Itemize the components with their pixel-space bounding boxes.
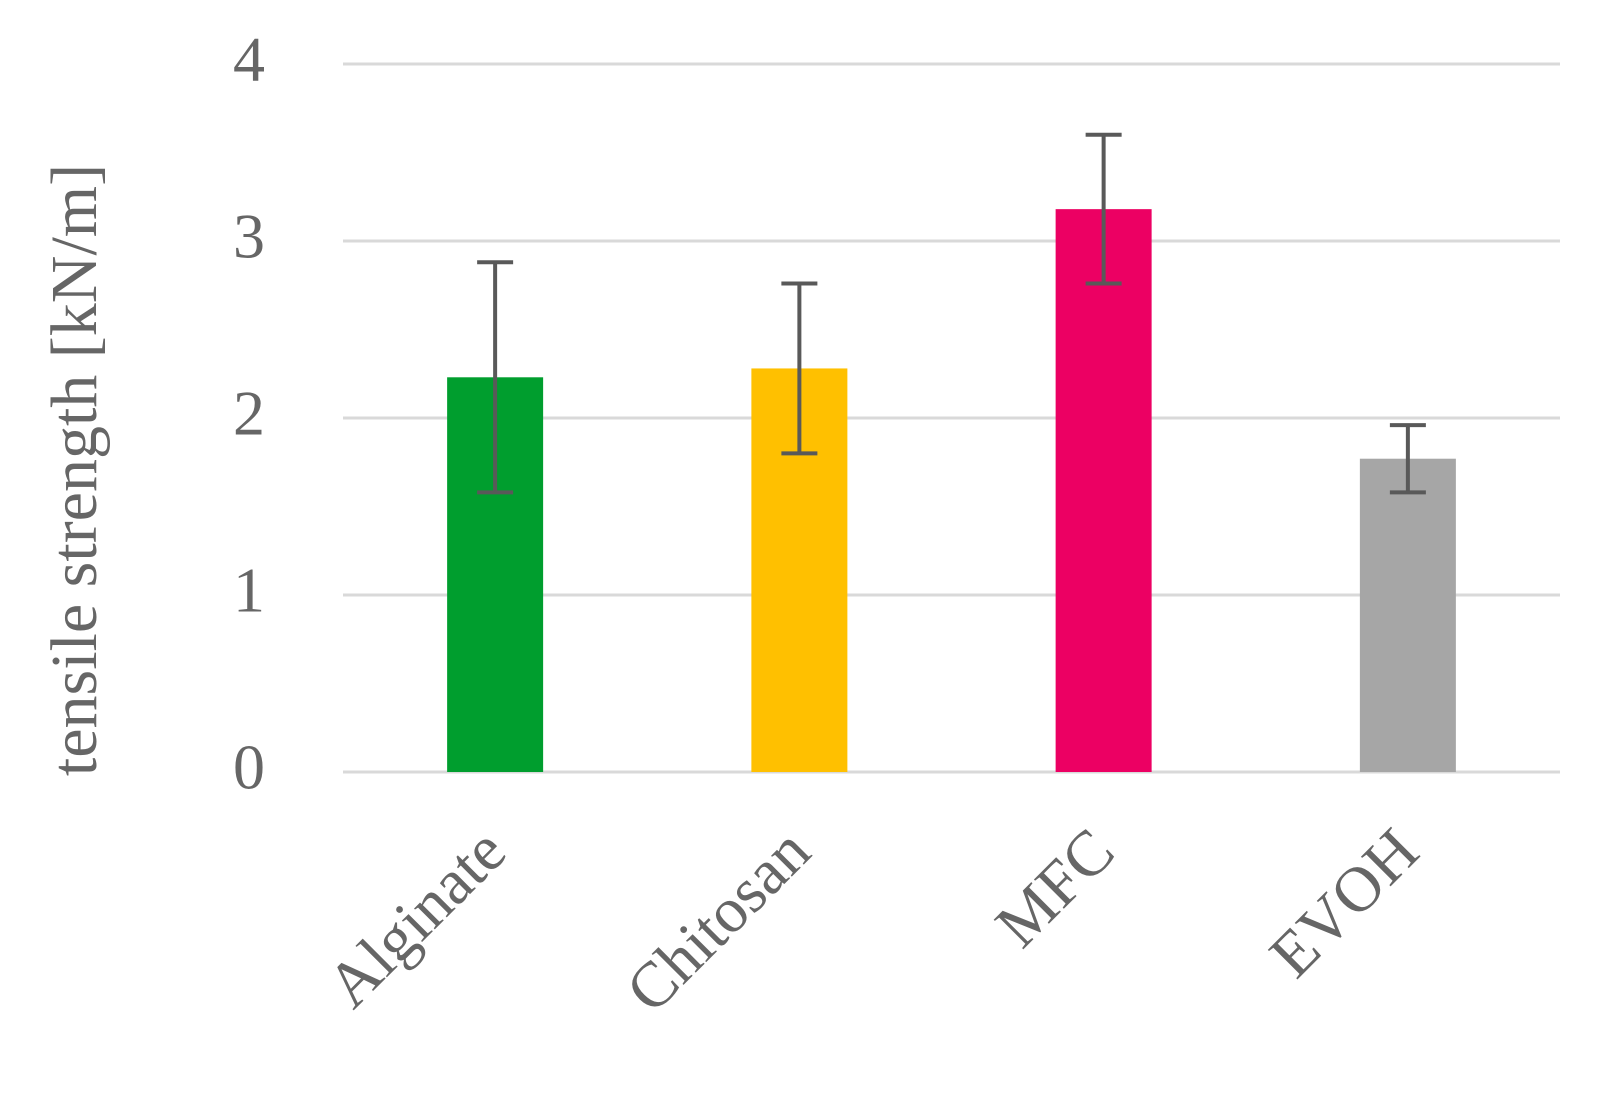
error-bar-alginate <box>477 260 514 495</box>
x-tick-label: Alginate <box>313 815 519 1021</box>
y-tick-label: 2 <box>233 378 265 449</box>
y-tick-label: 1 <box>233 555 265 626</box>
error-bars <box>477 132 1426 495</box>
y-tick-label: 3 <box>233 201 265 272</box>
gridlines <box>343 62 1560 774</box>
y-axis-ticks: 0 1 2 3 4 <box>233 24 265 803</box>
x-tick-label: MFC <box>982 815 1128 961</box>
bar-evoh <box>1359 458 1456 772</box>
error-bar-chitosan <box>781 281 818 456</box>
y-axis-label: tensile strength [kN/m] <box>38 164 111 776</box>
y-tick-label: 0 <box>233 732 265 803</box>
x-axis-ticks: Alginate Chitosan MFC EVOH <box>313 815 1432 1026</box>
bar-mfc <box>1055 209 1152 772</box>
y-tick-label: 4 <box>233 24 265 95</box>
bars <box>447 209 1456 772</box>
error-bar-evoh <box>1389 423 1426 495</box>
x-tick-label: Chitosan <box>612 815 823 1026</box>
x-tick-label: EVOH <box>1256 815 1432 991</box>
error-bar-mfc <box>1085 132 1122 286</box>
